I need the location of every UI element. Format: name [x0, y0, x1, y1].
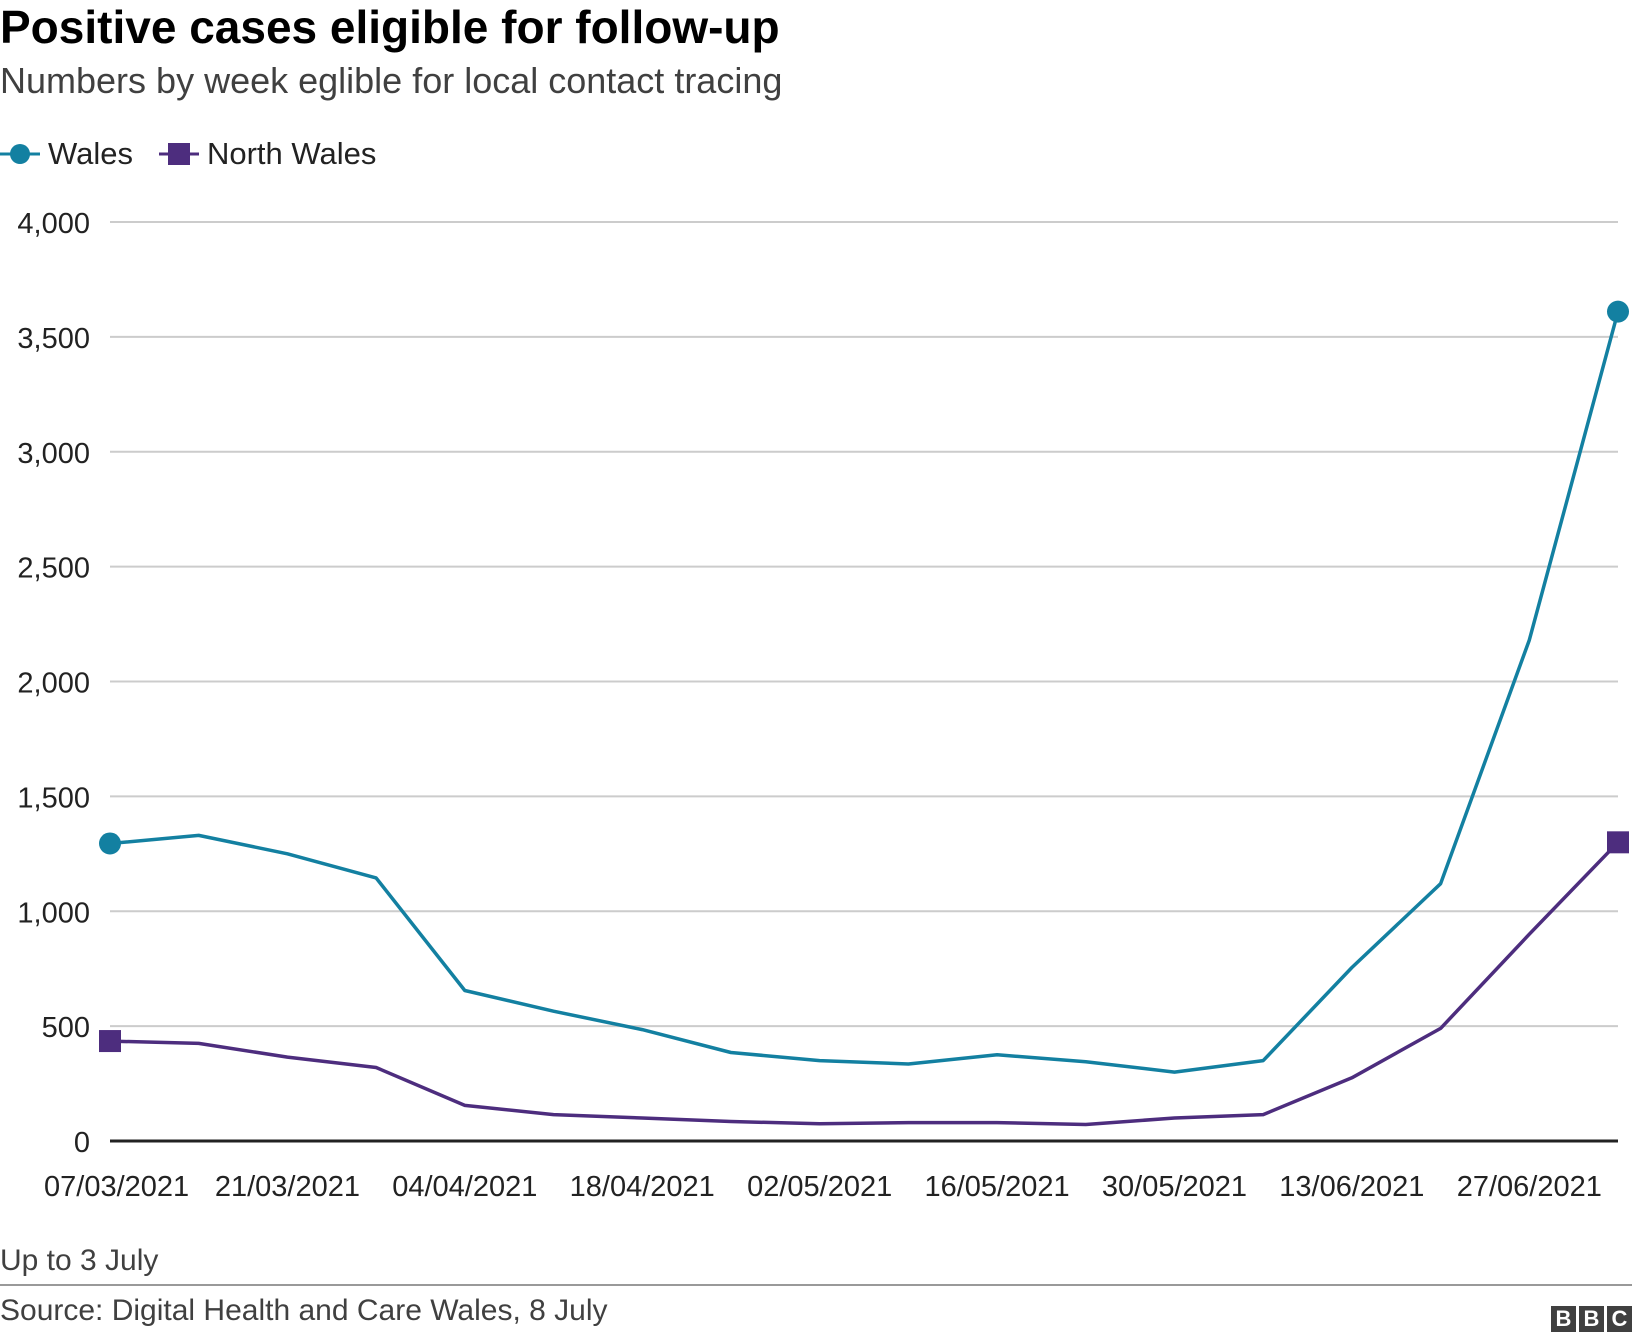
x-tick-label: 13/06/2021 — [1279, 1171, 1424, 1203]
x-tick-label: 07/03/2021 — [44, 1171, 189, 1203]
x-tick-label: 18/04/2021 — [570, 1171, 715, 1203]
data-point-marker — [1607, 831, 1629, 854]
x-tick-label: 30/05/2021 — [1102, 1171, 1247, 1203]
legend-item-north-wales: North Wales — [158, 136, 377, 172]
square-marker-icon — [158, 143, 199, 165]
data-point-marker — [99, 832, 121, 855]
chart-title: Positive cases eligible for follow-up — [0, 1, 780, 53]
y-tick-label: 500 — [42, 1012, 90, 1044]
x-tick-label: 04/04/2021 — [392, 1171, 537, 1203]
y-tick-label: 3,500 — [17, 323, 90, 355]
y-tick-label: 4,000 — [17, 208, 90, 240]
source-text: Source: Digital Health and Care Wales, 8… — [0, 1294, 608, 1327]
line-chart: 0 500 1,000 1,500 2,000 2,500 3,000 3,500 4,000 0… — [17, 208, 1629, 1203]
y-tick-label: 3,000 — [17, 438, 90, 470]
series-line-wales — [109, 311, 1620, 1074]
y-tick-label: 1,500 — [17, 782, 90, 814]
logo-letter: C — [1607, 1306, 1632, 1332]
x-tick-label: 21/03/2021 — [215, 1171, 360, 1203]
y-tick-label: 2,000 — [17, 668, 90, 700]
chart-subtitle: Numbers by week eglible for local contac… — [0, 60, 783, 101]
logo-letter: B — [1551, 1306, 1576, 1332]
footnote: Up to 3 July — [0, 1244, 159, 1277]
x-tick-label: 16/05/2021 — [924, 1171, 1069, 1203]
legend-label-north-wales: North Wales — [206, 136, 377, 171]
x-tick-label: 02/05/2021 — [747, 1171, 892, 1203]
legend-item-wales: Wales — [0, 136, 133, 172]
legend-label-wales: Wales — [48, 136, 133, 171]
y-tick-label: 2,500 — [17, 553, 90, 585]
series-line-north-wales — [109, 841, 1620, 1127]
y-tick-label: 1,000 — [17, 897, 90, 929]
footer-divider — [0, 1284, 1632, 1286]
bbc-logo: B B C — [1548, 1306, 1632, 1332]
legend: Wales North Wales — [0, 134, 402, 174]
x-tick-label: 27/06/2021 — [1457, 1171, 1602, 1203]
circle-marker-icon — [0, 144, 40, 164]
logo-letter: B — [1579, 1306, 1604, 1332]
data-point-marker — [99, 1030, 121, 1053]
y-tick-label: 0 — [74, 1127, 90, 1159]
data-point-marker — [1607, 300, 1629, 323]
